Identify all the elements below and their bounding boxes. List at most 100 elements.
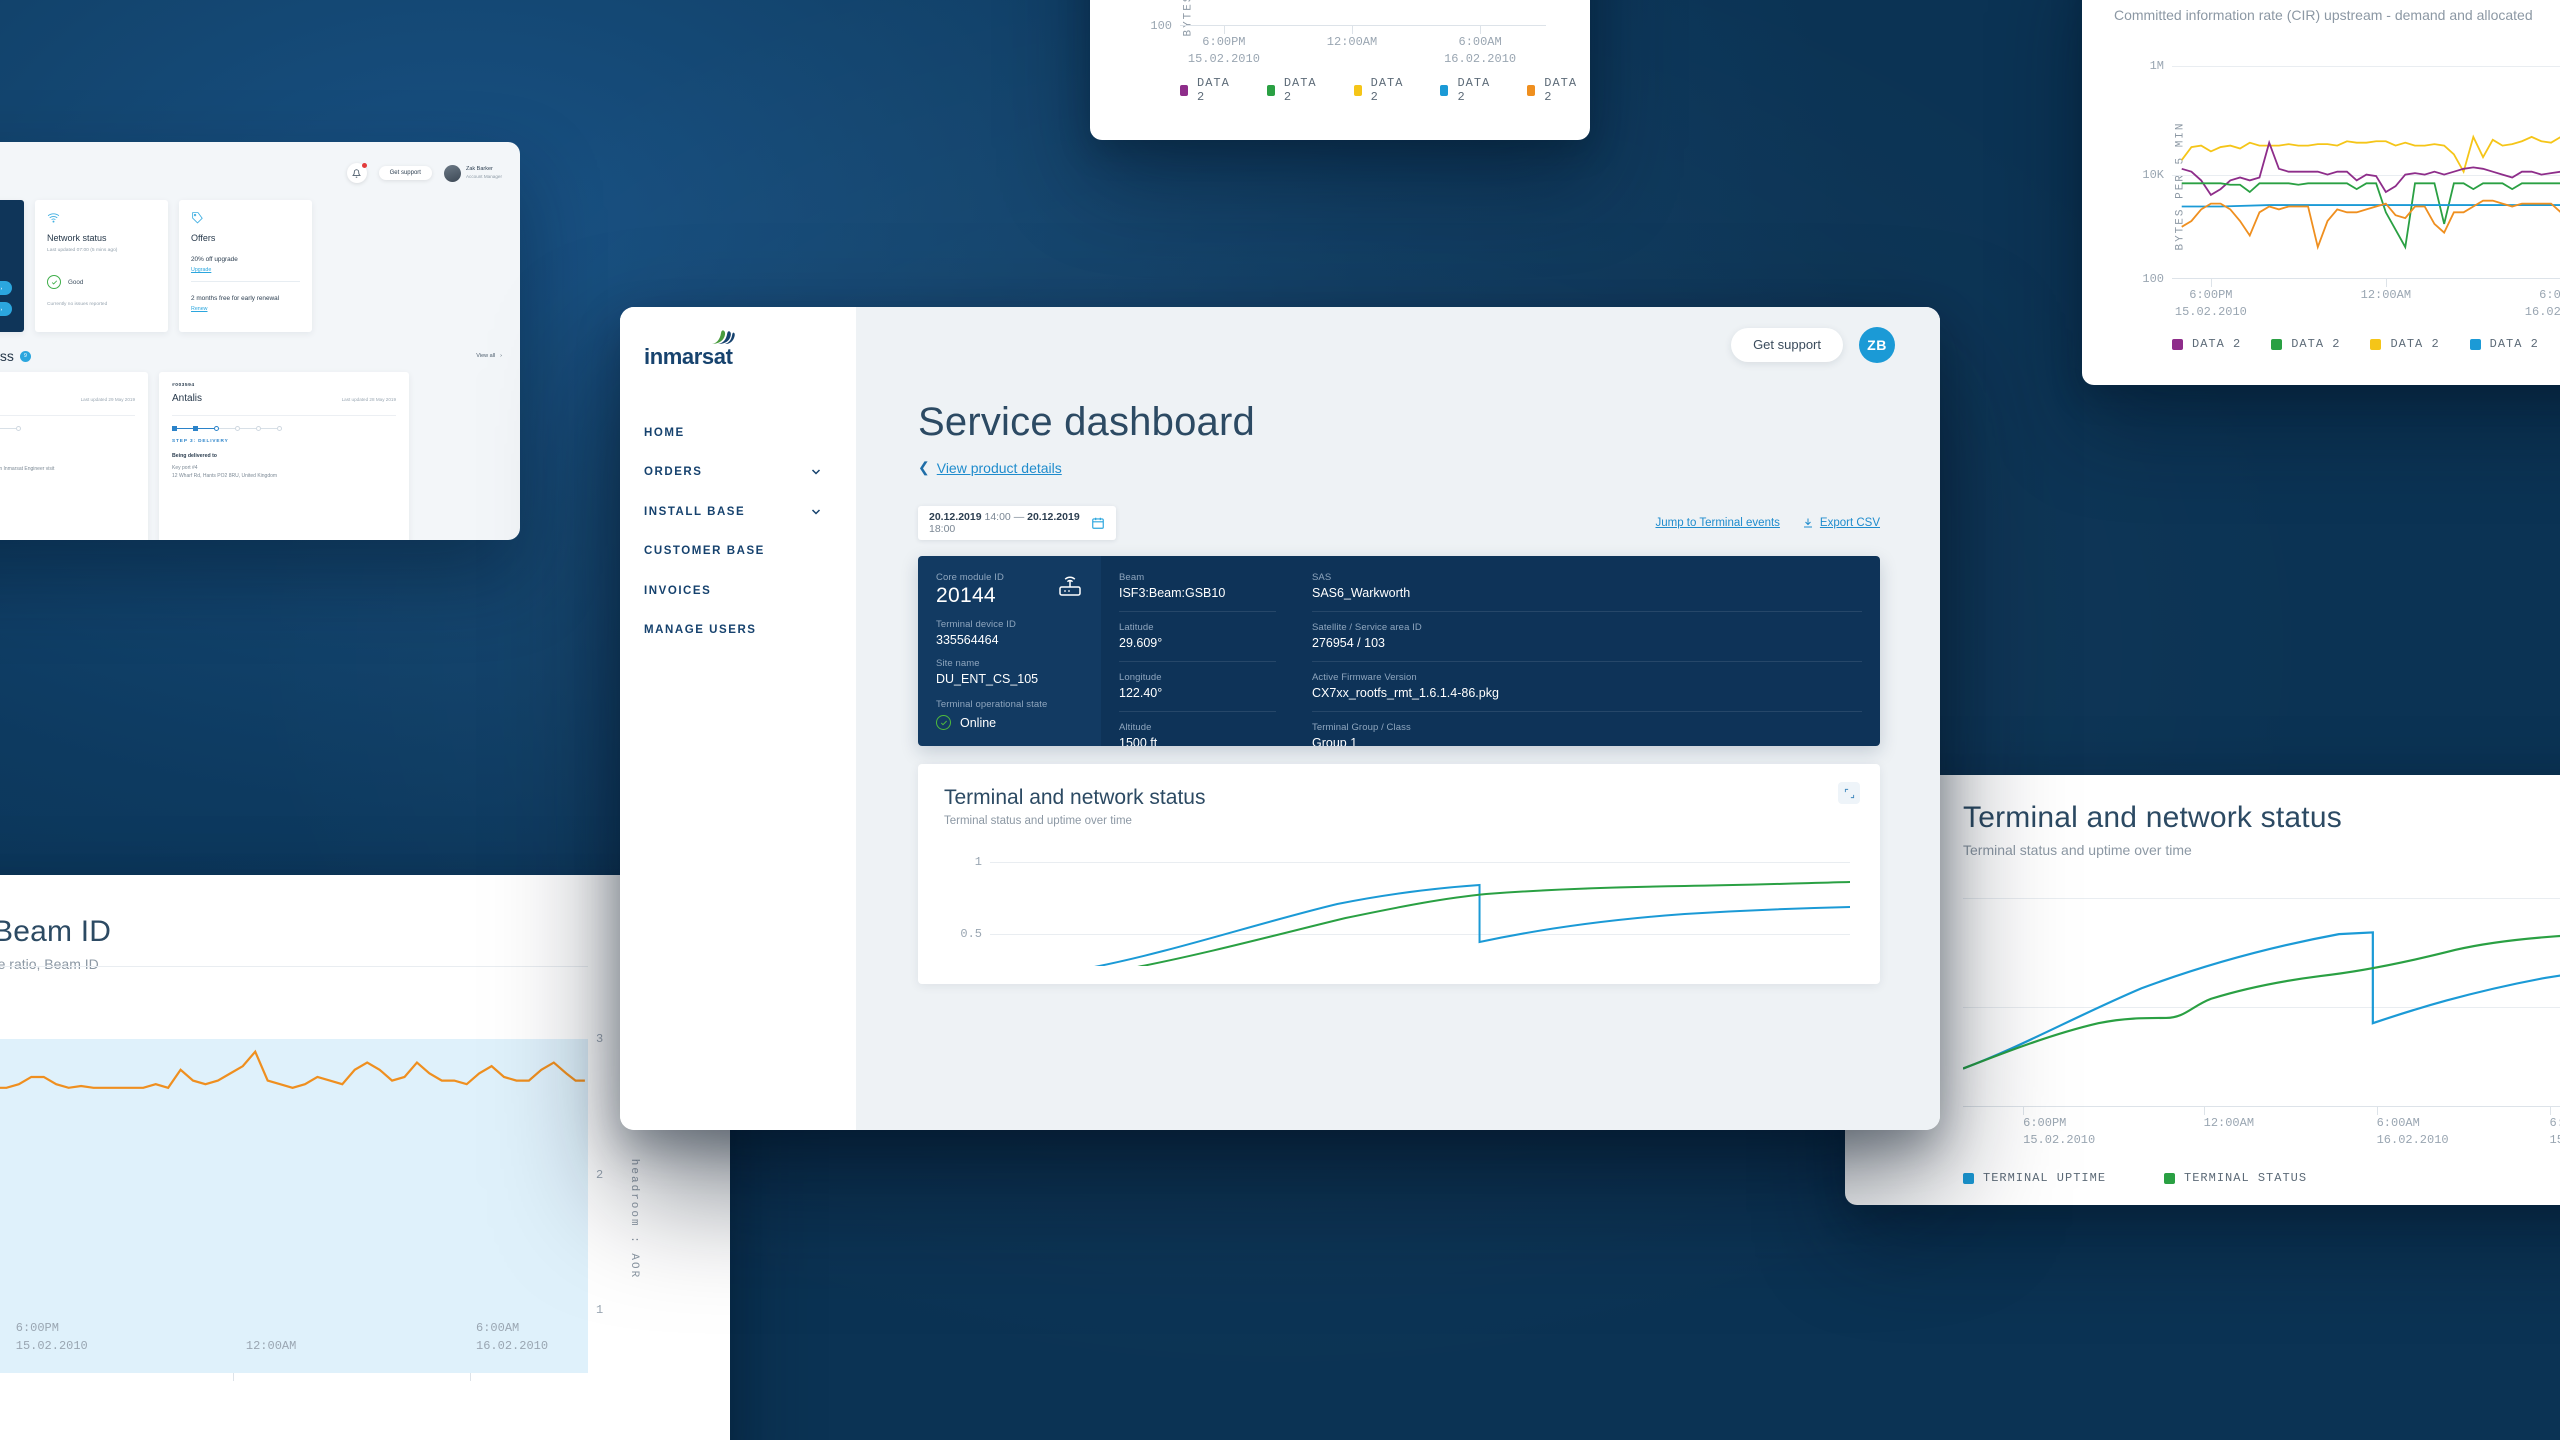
x-tick-time: 6:00PM — [2189, 288, 2233, 302]
order-alert: Action required — [0, 453, 135, 460]
sidebar-item-invoices[interactable]: INVOICES — [644, 579, 856, 602]
preview-user-chip[interactable]: Zak Barker Account Manager — [443, 164, 502, 182]
y-axis-label-right: headroom : AOR — [627, 1158, 640, 1279]
field-value: ISF3:Beam:GSB10 — [1119, 586, 1226, 600]
chevron-down-icon — [811, 469, 821, 475]
x-tick-time: 6:00AM — [2376, 1116, 2420, 1130]
user-avatar[interactable]: ZB — [1859, 326, 1895, 363]
get-support-button[interactable]: Get support — [1731, 327, 1843, 362]
inmarsat-logo[interactable]: inmarsat — [644, 330, 735, 370]
date-range-picker[interactable]: 20.12.2019 14:00 — 20.12.2019 18:00 — [918, 506, 1116, 540]
sidebar-item-label: INVOICES — [644, 584, 712, 597]
orders-count-badge: 9 — [19, 350, 31, 362]
field-value: 335564464 — [936, 633, 999, 647]
orders-list: #003595 Queen Anatolia Last updated 29 M… — [0, 372, 502, 540]
page-title: Service dashboard — [918, 400, 1255, 444]
legend-item[interactable]: DATA 2 — [2370, 337, 2439, 351]
info-field-sas: SAS SAS6_Warkworth — [1312, 572, 1862, 600]
sidebar-item-customer-base[interactable]: CUSTOMER BASE — [644, 540, 856, 563]
order-progress-steps — [0, 426, 135, 431]
field-label: Terminal device ID — [936, 619, 1016, 630]
order-card[interactable]: #003594 Antalis Last updated 28 May 2019… — [159, 372, 409, 540]
x-tick-date: 15.02.2010 — [1187, 52, 1260, 67]
legend-swatch — [1266, 84, 1275, 96]
offer-1-link[interactable]: Upgrade — [191, 267, 212, 273]
legend-item[interactable]: DATA 2 — [1266, 76, 1320, 104]
network-status-tile[interactable]: Network status Last updated 07:00 (5 min… — [35, 200, 168, 332]
export-link-label: Export CSV — [1819, 517, 1880, 529]
legend-item[interactable]: DATA 2 — [1440, 76, 1493, 104]
legend-item[interactable]: DATA 2 — [2271, 337, 2340, 351]
chevron-right-icon: › — [500, 353, 502, 359]
start-date: 20.12.2019 — [929, 511, 982, 523]
app-topbar: Get support ZB — [856, 307, 1940, 382]
field-value: 276954 / 103 — [1312, 636, 1385, 650]
legend-item[interactable]: DATA 2 — [2172, 337, 2241, 351]
info-field-beam: Beam ISF3:Beam:GSB10 — [1119, 572, 1276, 600]
x-tick-date: 16.02.2010 — [2524, 305, 2560, 320]
chart-plot-area: BYTES PER 5 MIN 10K 100 6:00PM 15.02.201… — [1122, 0, 1558, 70]
router-icon — [1057, 572, 1083, 598]
terminal-network-status-panel: Terminal and network status Terminal sta… — [918, 764, 1880, 984]
offer-1-text: 20% off upgrade — [191, 256, 238, 263]
avatar — [443, 164, 461, 182]
expand-icon[interactable] — [1838, 782, 1860, 804]
offers-tile[interactable]: Offers 20% off upgrade Upgrade 2 months … — [179, 200, 312, 332]
notifications-bell-icon[interactable] — [346, 163, 367, 183]
tile-title: Offers — [191, 233, 216, 243]
beam-area-fill — [0, 1039, 588, 1373]
sidebar-item-orders[interactable]: ORDERS — [644, 461, 856, 484]
sidebar-item-manage-users[interactable]: MANAGE USERS — [644, 619, 856, 642]
legend-item[interactable]: DATA 2 — [1527, 76, 1580, 104]
use-order-template-button[interactable]: USE ORDER TEMPLATE› — [0, 302, 12, 316]
complete-survey-link[interactable]: Complete survey — [0, 485, 135, 491]
legend-item[interactable]: DATA 2 — [1353, 76, 1407, 104]
legend-label: TERMINAL STATUS — [2184, 1171, 2308, 1185]
back-link-row[interactable]: ❮ View product details — [918, 459, 1880, 476]
create-order-tile[interactable]: Create order NEW ORDER› USE ORDER TEMPLA… — [0, 200, 24, 332]
start-time: 14:00 — [984, 511, 1011, 523]
field-label: Terminal operational state — [936, 699, 1048, 710]
divider — [1119, 611, 1276, 612]
notification-dot — [361, 163, 367, 168]
sidebar-nav: HOME ORDERS INSTALL BASE CUSTOMER BASE I… — [644, 421, 856, 658]
sidebar: inmarsat HOME ORDERS INSTALL BASE CUSTOM… — [620, 307, 856, 1130]
calendar-icon[interactable] — [1091, 516, 1105, 530]
info-field-latitude: Latitude 29.609° — [1119, 622, 1276, 650]
offer-2-link[interactable]: Renew — [191, 306, 208, 312]
sidebar-item-home[interactable]: HOME — [644, 421, 856, 444]
line-series-svg — [1963, 880, 2560, 1107]
legend-swatch — [2164, 1172, 2176, 1184]
order-delivery-label: Being delivered to — [172, 453, 217, 459]
tools-row: 20.12.2019 14:00 — 20.12.2019 18:00 Jump… — [918, 506, 1880, 540]
new-order-button[interactable]: NEW ORDER› — [0, 281, 12, 295]
view-product-details-link[interactable]: View product details — [936, 459, 1062, 476]
chevron-right-icon: › — [0, 285, 3, 291]
x-tick-date: 15.02.2010 — [15, 1338, 88, 1353]
legend-item[interactable]: TERMINAL UPTIME — [1963, 1171, 2106, 1185]
x-tick-time: 12:00AM — [2203, 1116, 2255, 1130]
info-column-location: Beam ISF3:Beam:GSB10 Latitude 29.609° Lo… — [1101, 556, 1294, 746]
chart-subtitle: Committed information rate (CIR) upstrea… — [2114, 7, 2533, 23]
network-status-value: Good — [68, 278, 84, 286]
end-time: 18:00 — [929, 523, 956, 535]
view-all-link[interactable]: View all › — [476, 353, 502, 359]
legend-item[interactable]: DATA 2 — [1180, 76, 1233, 104]
x-tick-date: 16.02.2010 — [1444, 52, 1517, 67]
x-tick-date: 15.02.2010 — [2549, 1133, 2560, 1148]
info-field-site-name: Site name DU_ENT_CS_105 — [936, 658, 1083, 686]
x-tick-time: 6:00PM — [2549, 1116, 2560, 1130]
export-csv-link[interactable]: Export CSV — [1802, 517, 1880, 529]
order-card[interactable]: #003595 Queen Anatolia Last updated 29 M… — [0, 372, 148, 540]
tile-subtitle: Last updated 07:00 (5 mins ago) — [47, 248, 118, 253]
legend-item[interactable]: DATA 2 — [2469, 337, 2539, 351]
sidebar-item-install-base[interactable]: INSTALL BASE — [644, 500, 856, 523]
line-series-svg — [2172, 47, 2560, 279]
legend-item[interactable]: TERMINAL STATUS — [2164, 1171, 2307, 1185]
preview-get-support-button[interactable]: Get support — [378, 166, 432, 180]
field-value: 20144 — [936, 584, 996, 607]
terminal-info-card: Core module ID 20144 Terminal device ID … — [918, 556, 1880, 746]
legend-label: DATA 2 — [1283, 76, 1317, 104]
x-tick-time: 12:00AM — [1326, 35, 1378, 49]
jump-to-terminal-events-link[interactable]: Jump to Terminal events — [1655, 517, 1779, 529]
